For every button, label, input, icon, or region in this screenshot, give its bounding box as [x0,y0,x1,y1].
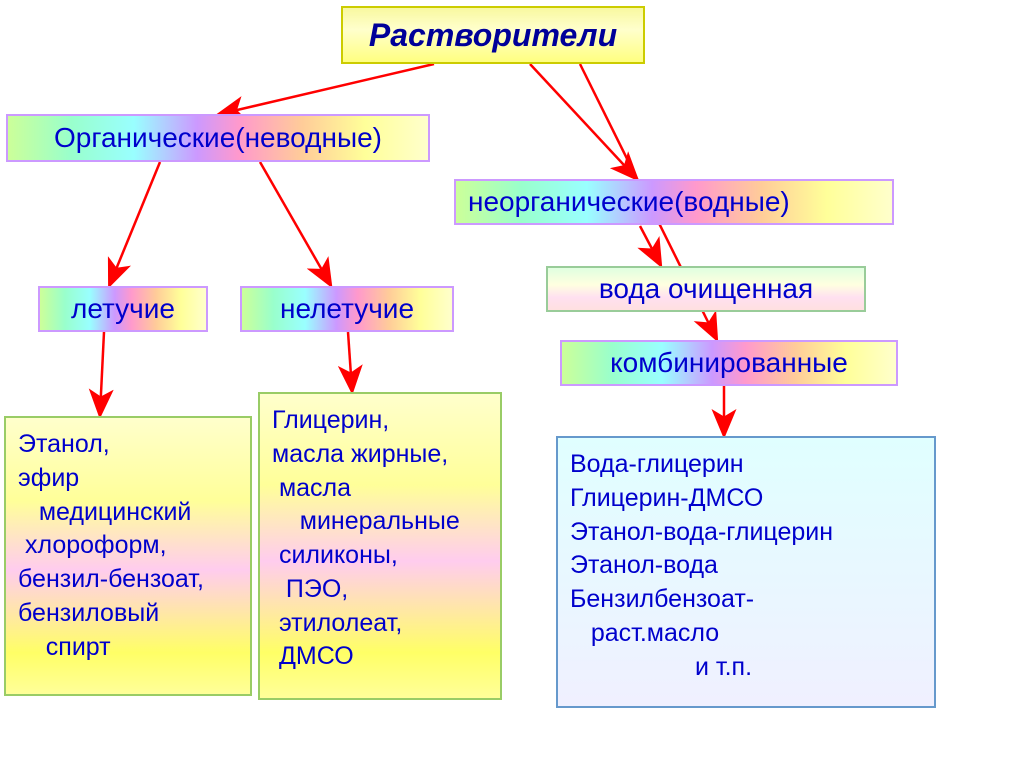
list-item: раст.масло [570,617,922,651]
list-item: Вода-глицерин [570,448,922,482]
root-label: Растворители [369,17,617,54]
volatile-node: летучие [38,286,208,332]
list-item: хлороформ, [18,529,238,563]
water-node: вода очищенная [546,266,866,312]
inorganic-label: неорганические(водные) [468,186,790,218]
list-item: и т.п. [570,651,922,685]
list-item: эфир [18,462,238,496]
list-item: Бензилбензоат- [570,583,922,617]
combined-list: Вода-глицеринГлицерин-ДМСОЭтанол-вода-гл… [556,436,936,708]
nonvolatile-list: Глицерин,масла жирные, масла минеральные… [258,392,502,700]
list-item: бензиловый [18,597,238,631]
list-item: Глицерин-ДМСО [570,482,922,516]
list-item: минеральные [272,505,488,539]
volatile-list: Этанол,эфир медицинский хлороформ,бензил… [4,416,252,696]
combined-node: комбинированные [560,340,898,386]
list-item: Этанол, [18,428,238,462]
list-item: масла [272,472,488,506]
list-item: ДМСО [272,640,488,674]
list-item: масла жирные, [272,438,488,472]
list-item: силиконы, [272,539,488,573]
nonvolatile-label: нелетучие [280,293,414,325]
list-item: этилолеат, [272,607,488,641]
list-item: Этанол-вода-глицерин [570,516,922,550]
water-label: вода очищенная [599,273,813,305]
list-item: ПЭО, [272,573,488,607]
root-node: Растворители [341,6,645,64]
list-item: медицинский [18,496,238,530]
organic-label: Органические(неводные) [54,122,382,154]
nonvolatile-node: нелетучие [240,286,454,332]
list-item: спирт [18,631,238,665]
inorganic-node: неорганические(водные) [454,179,894,225]
list-item: Глицерин, [272,404,488,438]
combined-label: комбинированные [610,347,848,379]
list-item: Этанол-вода [570,549,922,583]
list-item: бензил-бензоат, [18,563,238,597]
volatile-label: летучие [71,293,175,325]
organic-node: Органические(неводные) [6,114,430,162]
